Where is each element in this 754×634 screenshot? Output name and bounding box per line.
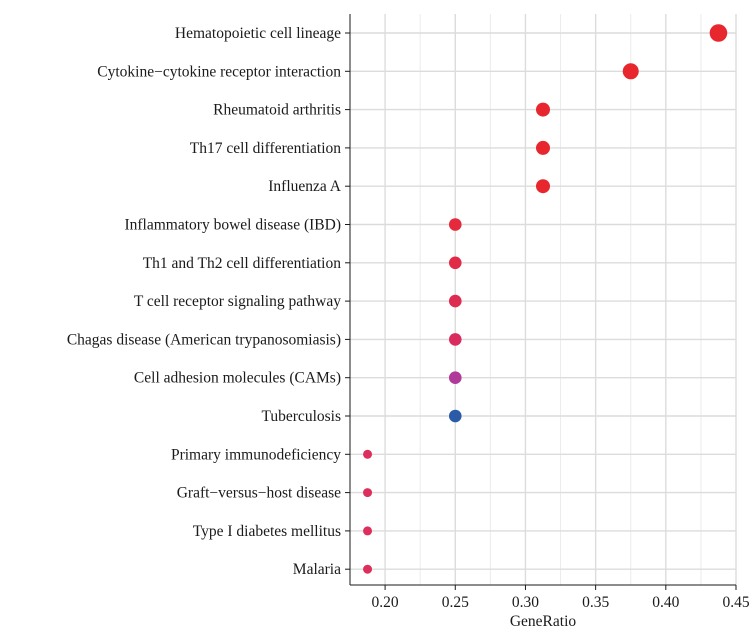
data-point [448, 218, 462, 231]
y-tick-label: Influenza A [268, 178, 342, 195]
y-tick-label: Th1 and Th2 cell differentiation [143, 255, 342, 272]
data-point [363, 449, 373, 459]
y-tick-label: Cytokine−cytokine receptor interaction [97, 63, 341, 80]
x-tick-label: 0.35 [582, 594, 609, 611]
y-tick-label: Cell adhesion molecules (CAMs) [134, 370, 341, 387]
data-point [448, 409, 462, 423]
y-tick-label: Graft−versus−host disease [177, 485, 341, 502]
x-tick-label: 0.20 [372, 594, 399, 611]
data-point [448, 294, 462, 308]
plot-panel [350, 14, 736, 585]
y-tick-label: Malaria [293, 561, 341, 578]
y-tick-label: Chagas disease (American trypanosomiasis… [67, 331, 341, 348]
x-tick-label: 0.40 [652, 594, 679, 611]
y-tick-label: Th17 cell differentiation [190, 140, 341, 157]
data-point [363, 488, 373, 498]
data-point [448, 371, 462, 385]
y-axis-labels: Hematopoietic cell lineage Cytokine−cytok… [67, 25, 350, 578]
data-point [622, 63, 639, 80]
y-tick-label: Hematopoietic cell lineage [175, 25, 341, 42]
data-point [448, 333, 462, 346]
data-point [363, 526, 373, 536]
data-point [363, 564, 373, 574]
x-axis-label: GeneRatio [510, 613, 577, 630]
y-tick-label: Type I diabetes mellitus [193, 523, 341, 540]
grid [349, 14, 737, 585]
y-tick-label: T cell receptor signaling pathway [134, 293, 341, 310]
y-tick-label: Rheumatoid arthritis [213, 102, 341, 119]
data-point [536, 102, 550, 117]
x-axis-ticks: 0.20 0.25 0.30 0.35 0.40 0.45 [372, 585, 750, 611]
data-point [448, 256, 462, 270]
data-point [709, 24, 728, 42]
y-tick-label: Inflammatory bowel disease (IBD) [124, 217, 341, 234]
points-layer [363, 24, 728, 574]
x-tick-label: 0.25 [442, 594, 469, 611]
data-point [536, 179, 550, 194]
data-point [536, 140, 550, 155]
y-tick-label: Tuberculosis [261, 408, 341, 425]
x-tick-label: 0.45 [722, 594, 749, 611]
y-tick-label: Primary immunodeficiency [171, 446, 341, 463]
x-tick-label: 0.30 [512, 594, 539, 611]
